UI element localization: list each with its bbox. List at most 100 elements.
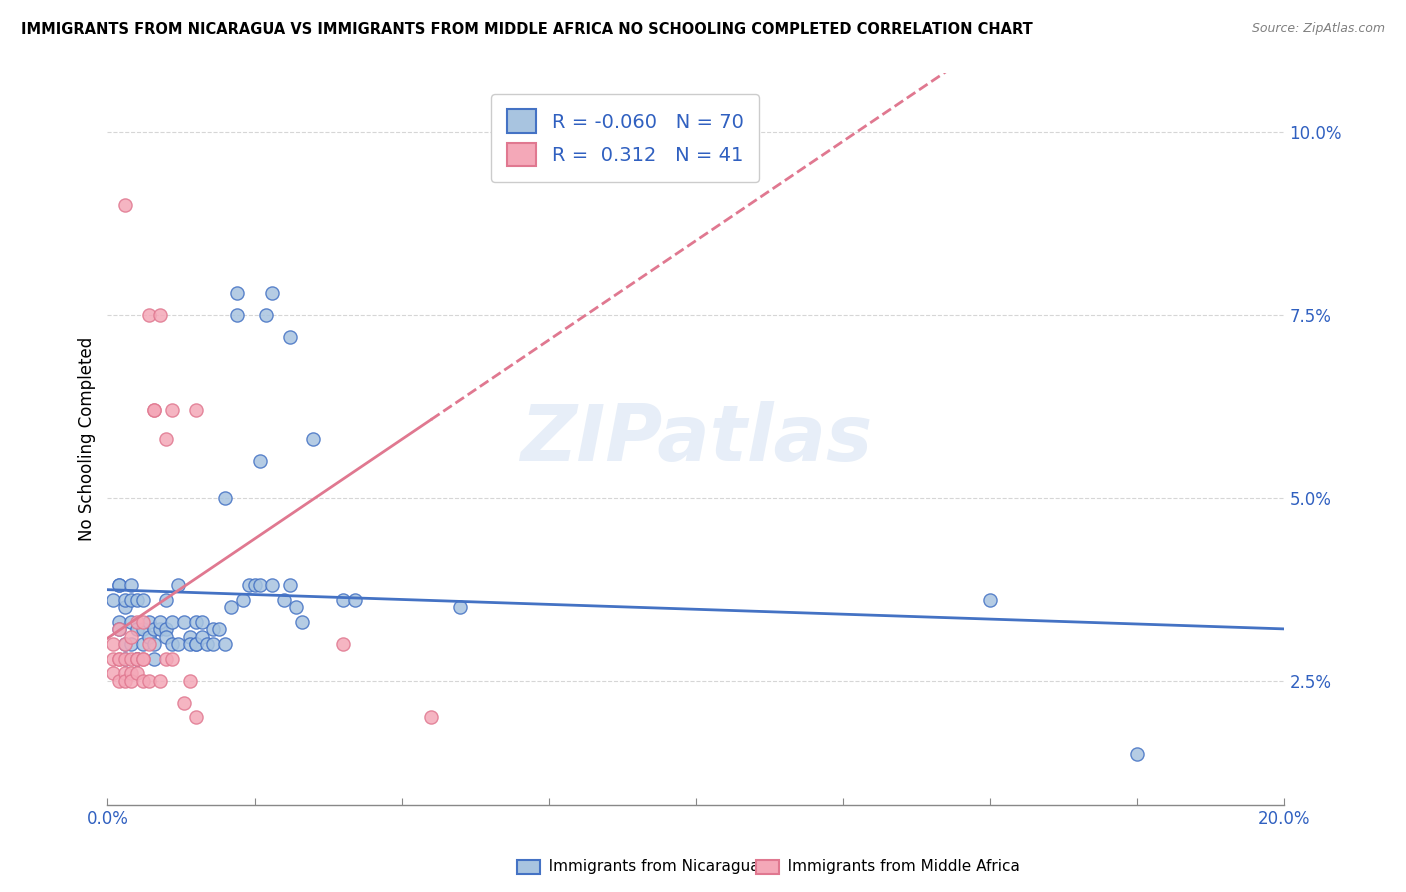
Point: [160, 651, 183, 665]
Point: [143, 637, 166, 651]
Point: [214, 637, 236, 651]
Point: [114, 600, 136, 615]
Y-axis label: No Schooling Completed: No Schooling Completed: [79, 337, 96, 541]
Point: [108, 673, 131, 688]
Point: [190, 630, 212, 644]
Point: [125, 623, 148, 637]
Point: [120, 615, 142, 629]
Point: [332, 637, 354, 651]
Point: [208, 623, 231, 637]
Point: [103, 637, 125, 651]
Point: [131, 673, 153, 688]
Point: [103, 666, 125, 681]
Legend: R = -0.060   N = 70, R =  0.312   N = 41: R = -0.060 N = 70, R = 0.312 N = 41: [492, 94, 759, 182]
Point: [160, 637, 183, 651]
Point: [155, 593, 177, 607]
Point: [149, 673, 172, 688]
Text: Source: ZipAtlas.com: Source: ZipAtlas.com: [1251, 22, 1385, 36]
Point: [179, 630, 201, 644]
Point: [143, 402, 166, 417]
Point: [120, 578, 142, 592]
Point: [138, 615, 160, 629]
Point: [160, 615, 183, 629]
Point: [278, 578, 301, 592]
Point: [120, 637, 142, 651]
Point: [114, 593, 136, 607]
Point: [108, 651, 131, 665]
Point: [149, 615, 172, 629]
Point: [120, 630, 142, 644]
Text: Immigrants from Nicaragua: Immigrants from Nicaragua: [534, 859, 759, 874]
Point: [108, 578, 131, 592]
Point: [138, 630, 160, 644]
Point: [238, 578, 260, 592]
Point: [114, 673, 136, 688]
Point: [184, 615, 207, 629]
Point: [114, 198, 136, 212]
Point: [332, 593, 354, 607]
Point: [120, 666, 142, 681]
Point: [184, 402, 207, 417]
Point: [232, 593, 254, 607]
Point: [149, 308, 172, 322]
Point: [125, 651, 148, 665]
Point: [131, 623, 153, 637]
Point: [125, 666, 148, 681]
Point: [143, 402, 166, 417]
Point: [202, 637, 225, 651]
Point: [302, 432, 325, 446]
Point: [1126, 747, 1149, 761]
Point: [120, 651, 142, 665]
Point: [160, 402, 183, 417]
Point: [167, 637, 190, 651]
Point: [179, 637, 201, 651]
Point: [114, 666, 136, 681]
Point: [173, 696, 195, 710]
Point: [108, 623, 131, 637]
Point: [225, 308, 247, 322]
Point: [114, 637, 136, 651]
Point: [125, 651, 148, 665]
Point: [120, 593, 142, 607]
Point: [190, 615, 212, 629]
Point: [149, 623, 172, 637]
Point: [143, 623, 166, 637]
Point: [131, 615, 153, 629]
Point: [214, 491, 236, 505]
Point: [125, 651, 148, 665]
Point: [125, 615, 148, 629]
Point: [108, 623, 131, 637]
Point: [103, 651, 125, 665]
Point: [420, 710, 443, 724]
Text: IMMIGRANTS FROM NICARAGUA VS IMMIGRANTS FROM MIDDLE AFRICA NO SCHOOLING COMPLETE: IMMIGRANTS FROM NICARAGUA VS IMMIGRANTS …: [21, 22, 1033, 37]
Point: [291, 615, 314, 629]
Point: [184, 637, 207, 651]
Point: [243, 578, 266, 592]
Point: [249, 578, 271, 592]
Point: [173, 615, 195, 629]
Point: [108, 651, 131, 665]
Point: [108, 615, 131, 629]
Text: ZIPatlas: ZIPatlas: [520, 401, 872, 477]
Point: [155, 432, 177, 446]
Point: [131, 651, 153, 665]
Point: [120, 673, 142, 688]
Point: [278, 329, 301, 343]
Point: [114, 637, 136, 651]
Point: [103, 593, 125, 607]
Point: [219, 600, 242, 615]
Point: [184, 637, 207, 651]
Point: [114, 651, 136, 665]
Point: [979, 593, 1001, 607]
Text: Immigrants from Middle Africa: Immigrants from Middle Africa: [773, 859, 1021, 874]
Point: [108, 578, 131, 592]
Point: [184, 710, 207, 724]
Point: [138, 637, 160, 651]
Point: [197, 637, 219, 651]
Point: [138, 308, 160, 322]
Point: [125, 593, 148, 607]
Point: [273, 593, 295, 607]
Point: [450, 600, 472, 615]
Point: [155, 623, 177, 637]
Point: [262, 285, 284, 300]
